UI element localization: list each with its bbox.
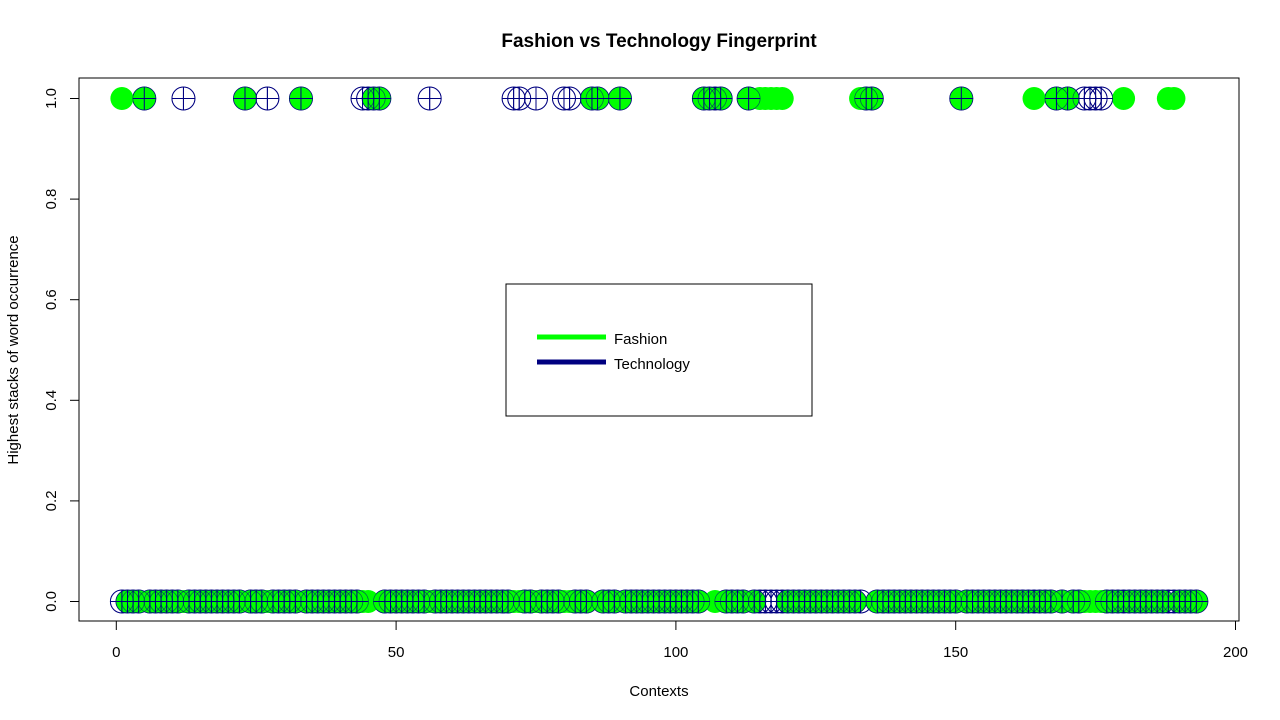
point-technology-overlay xyxy=(255,86,280,111)
x-tick-label: 100 xyxy=(663,644,688,661)
x-tick-label: 200 xyxy=(1223,644,1248,661)
point-technology-overlay xyxy=(949,86,974,111)
legend-label-technology: Technology xyxy=(614,356,690,373)
x-tick-label: 50 xyxy=(388,644,405,661)
x-axis: 0 50 100 150 200 xyxy=(112,620,1248,661)
point-fashion xyxy=(1022,87,1046,110)
point-technology-overlay xyxy=(585,86,610,111)
legend-label-fashion: Fashion xyxy=(614,331,667,348)
point-technology-overlay xyxy=(608,86,632,111)
x-axis-title: Contexts xyxy=(629,683,688,700)
point-technology-overlay xyxy=(132,86,157,111)
point-technology-overlay xyxy=(524,86,548,111)
point-fashion xyxy=(110,87,134,110)
point-fashion xyxy=(1112,87,1136,110)
point-technology-overlay xyxy=(171,86,196,111)
point-technology-overlay xyxy=(708,86,733,111)
point-technology-overlay xyxy=(345,589,369,614)
y-tick-label: 1.0 xyxy=(43,88,60,109)
x-tick-label: 150 xyxy=(943,644,968,661)
data-marks xyxy=(109,86,1209,614)
y-axis-title: Highest stacks of word occurrence xyxy=(5,235,22,464)
y-tick-label: 0.4 xyxy=(43,390,60,411)
point-technology-overlay xyxy=(1066,589,1091,614)
legend-box xyxy=(505,283,813,417)
legend: Fashion Technology xyxy=(505,283,813,417)
y-tick-label: 0.2 xyxy=(43,490,60,511)
point-technology-overlay xyxy=(233,86,257,111)
point-fashion xyxy=(770,87,794,110)
point-technology-overlay xyxy=(557,86,582,111)
y-tick-label: 0.0 xyxy=(43,591,60,612)
x-tick-label: 0 xyxy=(112,644,120,661)
point-technology-overlay xyxy=(1184,589,1209,614)
point-fashion xyxy=(1162,87,1186,110)
point-technology-overlay xyxy=(289,86,313,111)
point-technology-overlay xyxy=(417,86,442,111)
chart-title: Fashion vs Technology Fingerprint xyxy=(501,31,817,52)
y-axis: 0.0 0.2 0.4 0.6 0.8 1.0 xyxy=(43,88,80,612)
y-tick-label: 0.8 xyxy=(43,189,60,210)
point-technology-overlay xyxy=(367,86,392,111)
point-technology-overlay xyxy=(1089,86,1114,111)
y-tick-label: 0.6 xyxy=(43,289,60,310)
point-technology-overlay xyxy=(736,86,761,111)
point-technology-overlay xyxy=(686,589,711,614)
point-technology-overlay xyxy=(859,86,884,111)
